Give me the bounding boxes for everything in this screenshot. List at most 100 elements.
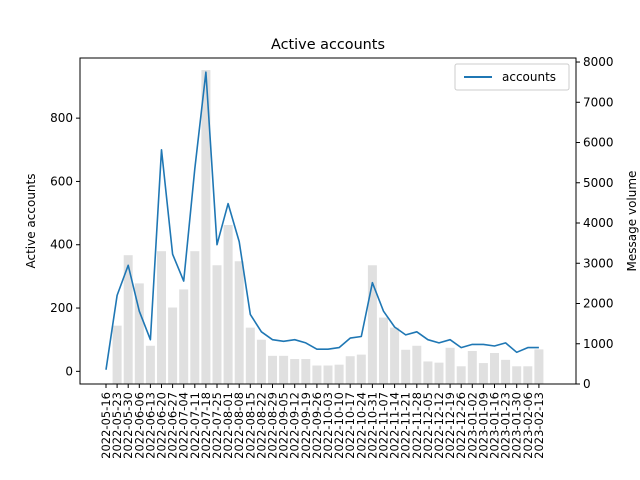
volume-bar — [312, 365, 322, 384]
x-tick-label: 2022-07-04 — [177, 392, 191, 459]
x-tick-label: 2022-09-26 — [310, 392, 324, 459]
y2-tick-label: 8000 — [583, 55, 614, 69]
x-tick-label: 2022-05-16 — [99, 392, 113, 459]
volume-bar — [212, 265, 222, 384]
volume-bar — [290, 359, 300, 384]
x-tick-label: 2022-08-15 — [243, 392, 257, 459]
volume-bar — [423, 361, 433, 384]
bars-group — [112, 70, 544, 385]
volume-bar — [112, 325, 122, 384]
volume-bar — [256, 339, 266, 384]
y2-axis-label: Message volume — [625, 171, 639, 272]
y2-tick-label: 2000 — [583, 297, 614, 311]
volume-bar — [445, 347, 455, 384]
volume-bar — [467, 350, 477, 384]
x-tick-label: 2022-07-11 — [188, 392, 202, 459]
x-tick-label: 2022-05-30 — [121, 392, 135, 459]
plot-frame — [79, 57, 577, 385]
y2-tick-label: 5000 — [583, 176, 614, 190]
x-tick-label: 2022-10-17 — [343, 392, 357, 459]
volume-bar — [145, 345, 155, 384]
volume-bar — [512, 366, 522, 384]
volume-bar — [334, 364, 344, 384]
x-tick-label: 2023-01-02 — [465, 392, 479, 459]
accounts-line — [105, 71, 539, 370]
x-tick-label: 2022-11-21 — [399, 392, 413, 459]
x-tick-label: 2022-05-23 — [110, 392, 124, 459]
volume-bar — [268, 355, 277, 384]
x-tick-label: 2022-11-14 — [388, 392, 402, 459]
volume-bar — [367, 265, 377, 384]
x-tick-label: 2022-06-20 — [155, 392, 169, 459]
volume-bar — [134, 283, 144, 384]
volume-bar — [379, 317, 388, 384]
y2-tick-labels: 0 1000 2000 3000 4000 5000 6000 7000 8000 — [583, 55, 614, 391]
x-tick-label: 2023-02-13 — [532, 392, 546, 459]
x-tick-label: 2022-09-12 — [288, 392, 302, 459]
x-tick-label: 2022-07-18 — [199, 392, 213, 459]
y-tick-label: 600 — [50, 174, 73, 188]
y-tick-label: 800 — [50, 111, 73, 125]
x-tick-label: 2022-08-29 — [266, 392, 280, 459]
x-tick-label: 2023-01-16 — [488, 392, 502, 459]
volume-bar — [478, 363, 488, 384]
volume-bar — [345, 356, 355, 384]
volume-bar — [245, 327, 255, 384]
y2-tick-label: 0 — [583, 377, 591, 391]
volume-bar — [523, 366, 533, 384]
x-tick-label: 2022-09-05 — [277, 392, 291, 459]
volume-bar — [201, 70, 211, 385]
volume-bar — [401, 349, 411, 384]
volume-bar — [123, 255, 133, 384]
volume-bar — [434, 362, 444, 384]
y2-tick-label: 7000 — [583, 95, 614, 109]
y2-tick-label: 4000 — [583, 216, 614, 230]
y2-tick-label: 3000 — [583, 256, 614, 270]
x-tick-label: 2022-07-25 — [210, 392, 224, 459]
y2-tick-label: 1000 — [583, 337, 614, 351]
volume-bar — [168, 307, 178, 384]
x-tick-label: 2023-01-23 — [499, 392, 513, 459]
volume-bar — [456, 366, 466, 384]
x-tick-label: 2022-10-03 — [321, 392, 335, 459]
x-tick-label: 2022-06-13 — [143, 392, 157, 459]
x-tick-label: 2023-01-09 — [476, 392, 490, 459]
x-tick-label: 2022-10-10 — [332, 392, 346, 459]
volume-bar — [501, 359, 511, 384]
volume-bar — [301, 359, 311, 384]
grid-axes — [76, 57, 580, 388]
volume-bar — [234, 261, 244, 384]
volume-bar — [223, 225, 233, 384]
y-tick-labels: 0 200 400 600 800 — [50, 111, 73, 378]
x-tick-label: 2022-12-12 — [432, 392, 446, 459]
x-tick-label: 2022-08-01 — [221, 392, 235, 459]
volume-bar — [534, 349, 544, 384]
x-tick-label: 2022-06-27 — [166, 392, 180, 459]
x-tick-label: 2022-12-05 — [421, 392, 435, 459]
x-tick-label: 2022-11-07 — [377, 392, 391, 459]
x-tick-label: 2022-11-28 — [410, 392, 424, 459]
line-group — [105, 71, 539, 370]
x-tick-label: 2022-09-19 — [299, 392, 313, 459]
y-tick-label: 400 — [50, 238, 73, 252]
y2-tick-label: 6000 — [583, 136, 614, 150]
volume-bar — [190, 251, 200, 384]
x-tick-labels: 2022-05-162022-05-232022-05-302022-06-06… — [99, 392, 546, 459]
x-tick-label: 2022-08-08 — [232, 392, 246, 459]
volume-bar — [490, 353, 499, 384]
x-tick-label: 2022-10-31 — [365, 392, 379, 459]
x-tick-label: 2023-02-06 — [521, 392, 535, 459]
y-tick-label: 0 — [65, 364, 73, 378]
volume-bar — [179, 289, 189, 384]
x-tick-label: 2022-12-19 — [443, 392, 457, 459]
x-tick-label: 2022-10-24 — [354, 392, 368, 459]
legend-box — [454, 63, 570, 91]
y-axis-label: Active accounts — [24, 174, 38, 269]
volume-bar — [412, 345, 422, 384]
volume-bar — [356, 354, 366, 384]
volume-bar — [157, 251, 166, 384]
volume-bar — [323, 365, 333, 384]
legend-label-accounts: accounts — [502, 70, 556, 84]
x-tick-label: 2022-08-22 — [254, 392, 268, 459]
